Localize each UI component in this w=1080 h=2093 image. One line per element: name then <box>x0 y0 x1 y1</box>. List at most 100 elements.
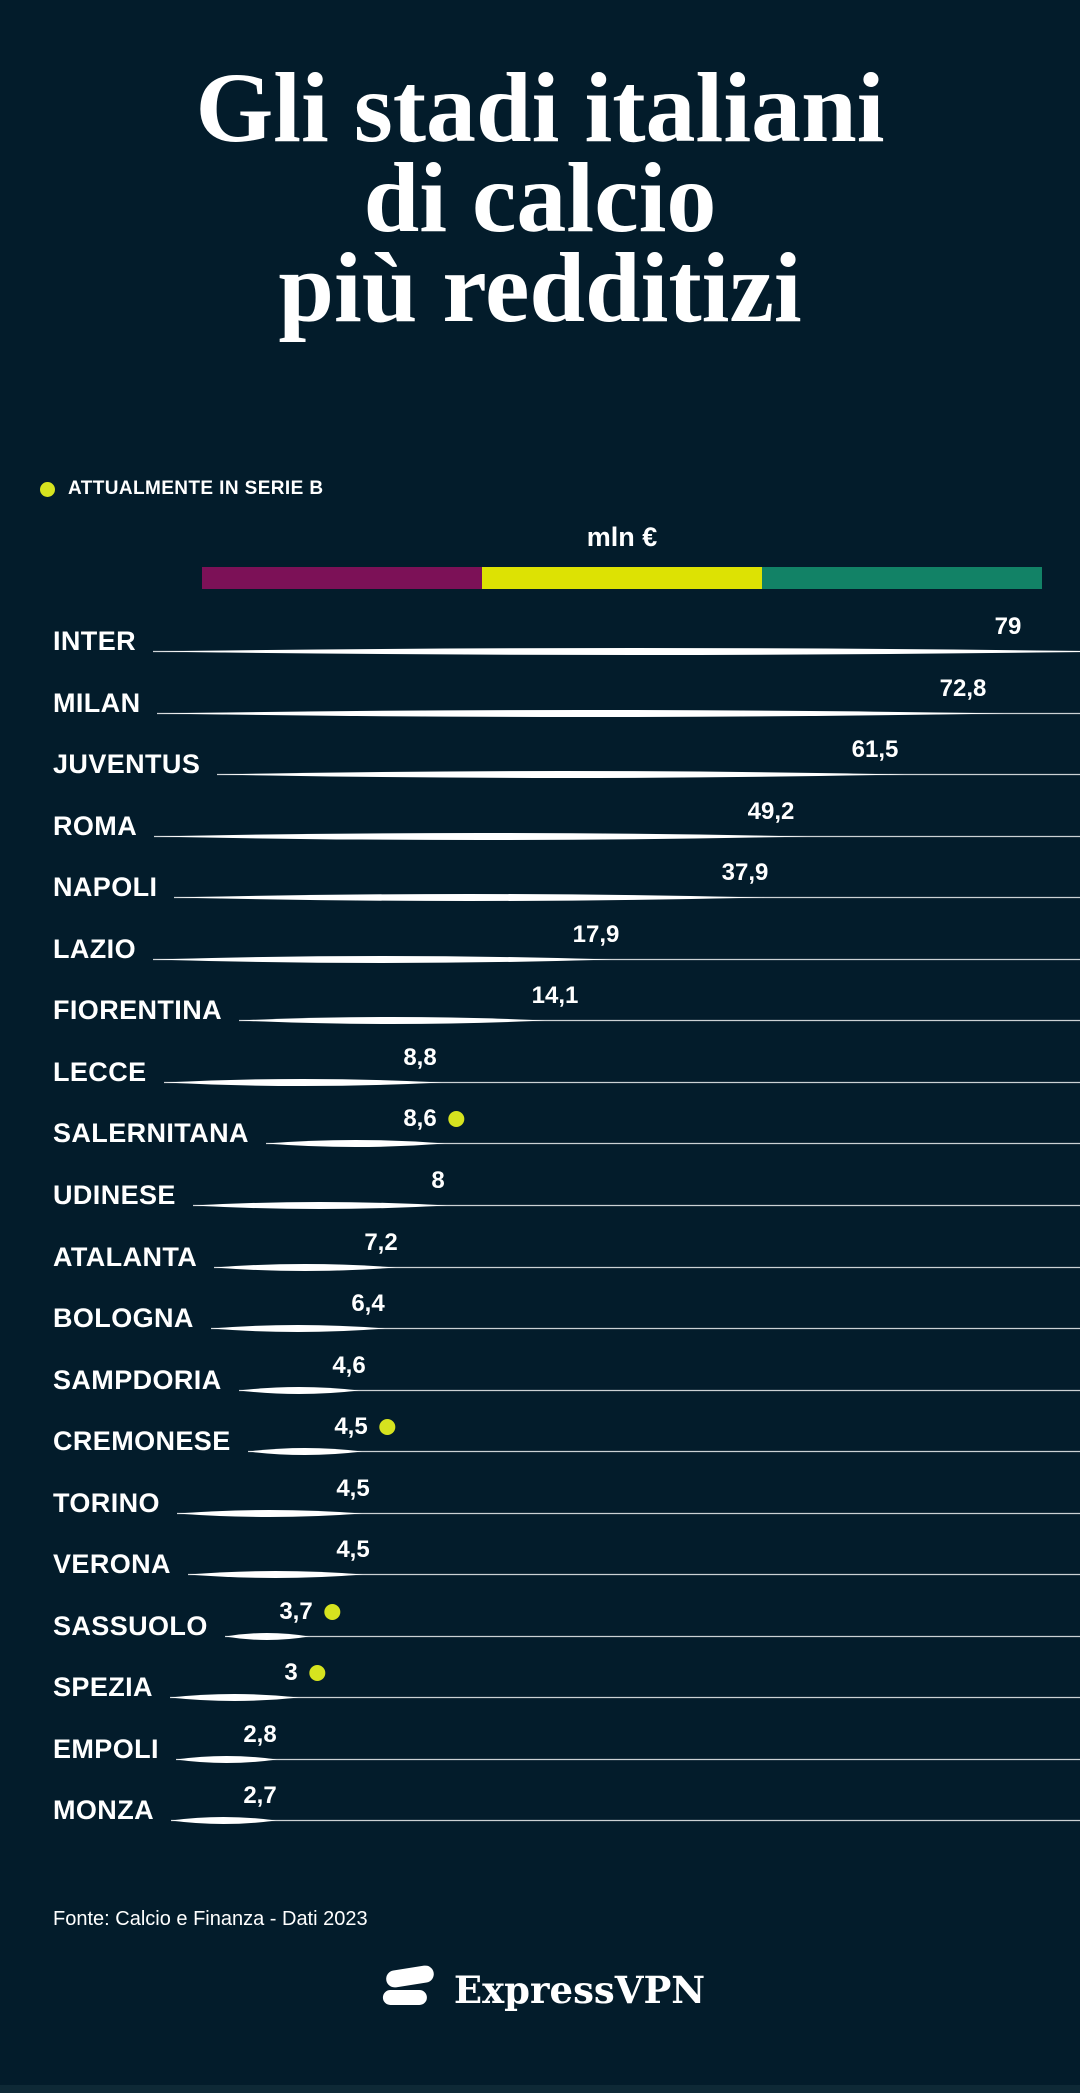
value-label: 6,4 <box>351 1290 385 1318</box>
title-line-1: Gli stadi italiani <box>195 52 885 163</box>
chart-row: CREMONESE 4,5 <box>0 1412 1080 1474</box>
value-label: 8,6 <box>403 1105 465 1133</box>
value-label: 2,8 <box>243 1720 277 1748</box>
revenue-line <box>193 1201 1080 1209</box>
team-label: ATALANTA <box>53 1241 198 1272</box>
value-label: 3 <box>284 1659 326 1687</box>
chart-row: SAMPDORIA 4,6 <box>0 1351 1080 1413</box>
team-label: SAMPDORIA <box>53 1364 222 1395</box>
value-label: 3,7 <box>279 1598 341 1626</box>
team-label: NAPOLI <box>53 872 158 903</box>
revenue-line <box>154 832 1080 840</box>
chart-row: NAPOLI 37,9 <box>0 858 1080 920</box>
chart-row: LAZIO 17,9 <box>0 920 1080 982</box>
revenue-line <box>266 1140 1080 1148</box>
value-label: 2,7 <box>243 1782 277 1810</box>
team-label: VERONA <box>53 1549 171 1580</box>
scale-bar-segment <box>482 567 762 589</box>
revenue-line <box>176 1755 1080 1763</box>
revenue-line <box>157 709 1080 717</box>
revenue-line <box>188 1571 1080 1579</box>
revenue-line <box>248 1448 1080 1456</box>
team-label: MONZA <box>53 1795 154 1826</box>
team-label: LAZIO <box>53 933 136 964</box>
chart-row: INTER 79 <box>0 612 1080 674</box>
legend: ATTUALMENTE IN SERIE B <box>40 478 323 500</box>
chart-row: FIORENTINA 14,1 <box>0 981 1080 1043</box>
chart-rows: INTER 79 MILAN 72,8 JUVENTUS 61,5 ROMA 49,2 NAPO… <box>0 612 1080 1852</box>
revenue-line <box>217 771 1080 779</box>
value-label: 49,2 <box>747 797 795 825</box>
team-label: JUVENTUS <box>53 749 201 780</box>
revenue-line <box>177 1509 1080 1517</box>
chart-row: SASSUOLO 3,7 <box>0 1597 1080 1659</box>
legend-label: ATTUALMENTE IN SERIE B <box>68 478 324 499</box>
revenue-line <box>153 648 1080 655</box>
chart-row: SPEZIA 3 <box>0 1658 1080 1720</box>
chart-row: BOLOGNA 6,4 <box>0 1289 1080 1351</box>
team-label: SASSUOLO <box>53 1610 208 1641</box>
team-label: SALERNITANA <box>53 1118 249 1149</box>
revenue-line <box>225 1632 1080 1640</box>
chart-row: VERONA 4,5 <box>0 1535 1080 1597</box>
chart-row: SALERNITANA 8,6 <box>0 1104 1080 1166</box>
revenue-line <box>239 1386 1080 1394</box>
color-scale-bar <box>202 567 1042 589</box>
value-label: 4,5 <box>334 1413 396 1441</box>
revenue-line <box>153 955 1080 963</box>
revenue-line <box>211 1325 1080 1333</box>
value-label: 14,1 <box>531 982 579 1010</box>
team-label: TORINO <box>53 1487 160 1518</box>
expressvpn-icon <box>382 1965 434 2005</box>
bottom-strip <box>0 2085 1080 2093</box>
value-label: 17,9 <box>572 920 620 948</box>
source-note: Fonte: Calcio e Finanza - Dati 2023 <box>53 1908 368 1930</box>
value-label: 7,2 <box>364 1228 398 1256</box>
serie-b-dot <box>448 1111 465 1128</box>
chart-row: MILAN 72,8 <box>0 674 1080 736</box>
team-label: FIORENTINA <box>53 995 222 1026</box>
unit-axis-label: mln € <box>586 522 658 552</box>
value-label: 72,8 <box>939 674 987 702</box>
serie-b-legend-dot-icon <box>40 481 55 497</box>
value-label: 4,5 <box>336 1536 370 1564</box>
serie-b-dot <box>309 1665 326 1682</box>
value-label: 4,5 <box>336 1474 370 1502</box>
value-label: 79 <box>994 613 1022 640</box>
chart-row: UDINESE 8 <box>0 1166 1080 1228</box>
revenue-line <box>174 894 1080 902</box>
brand-name: ExpressVPN <box>453 1968 706 2012</box>
team-label: INTER <box>53 626 136 656</box>
team-label: CREMONESE <box>53 1426 231 1457</box>
team-label: SPEZIA <box>53 1672 153 1703</box>
chart-row: JUVENTUS 61,5 <box>0 735 1080 797</box>
team-label: EMPOLI <box>53 1733 159 1764</box>
serie-b-dot <box>324 1603 341 1620</box>
team-label: MILAN <box>53 687 141 718</box>
revenue-line <box>164 1078 1080 1086</box>
scale-bar-segment <box>202 567 482 589</box>
value-label: 8 <box>431 1166 445 1194</box>
serie-b-dot <box>379 1419 396 1436</box>
team-label: ROMA <box>53 810 138 841</box>
value-label: 8,8 <box>403 1043 437 1071</box>
scale-bar-segment <box>762 567 1042 589</box>
chart-row: LECCE 8,8 <box>0 1043 1080 1105</box>
value-label: 37,9 <box>721 859 769 887</box>
revenue-line <box>239 1017 1080 1025</box>
title-line-3: più redditizi <box>278 232 802 343</box>
team-label: LECCE <box>53 1056 147 1087</box>
revenue-line <box>170 1694 1080 1702</box>
revenue-line <box>171 1817 1080 1825</box>
chart-row: ROMA 49,2 <box>0 797 1080 859</box>
team-label: BOLOGNA <box>53 1303 194 1334</box>
value-label: 61,5 <box>851 736 899 764</box>
value-label: 4,6 <box>332 1351 366 1379</box>
title-line-2: di calcio <box>363 142 717 253</box>
chart-row: TORINO 4,5 <box>0 1474 1080 1536</box>
revenue-line <box>214 1263 1080 1271</box>
chart-row: EMPOLI 2,8 <box>0 1720 1080 1782</box>
team-label: UDINESE <box>53 1179 176 1210</box>
page-title: Gli stadi italiani di calcio più redditi… <box>0 52 1080 343</box>
